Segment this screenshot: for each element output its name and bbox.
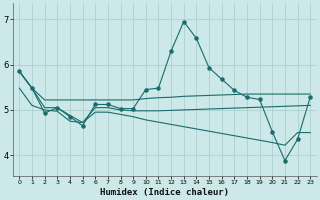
X-axis label: Humidex (Indice chaleur): Humidex (Indice chaleur) <box>100 188 229 197</box>
